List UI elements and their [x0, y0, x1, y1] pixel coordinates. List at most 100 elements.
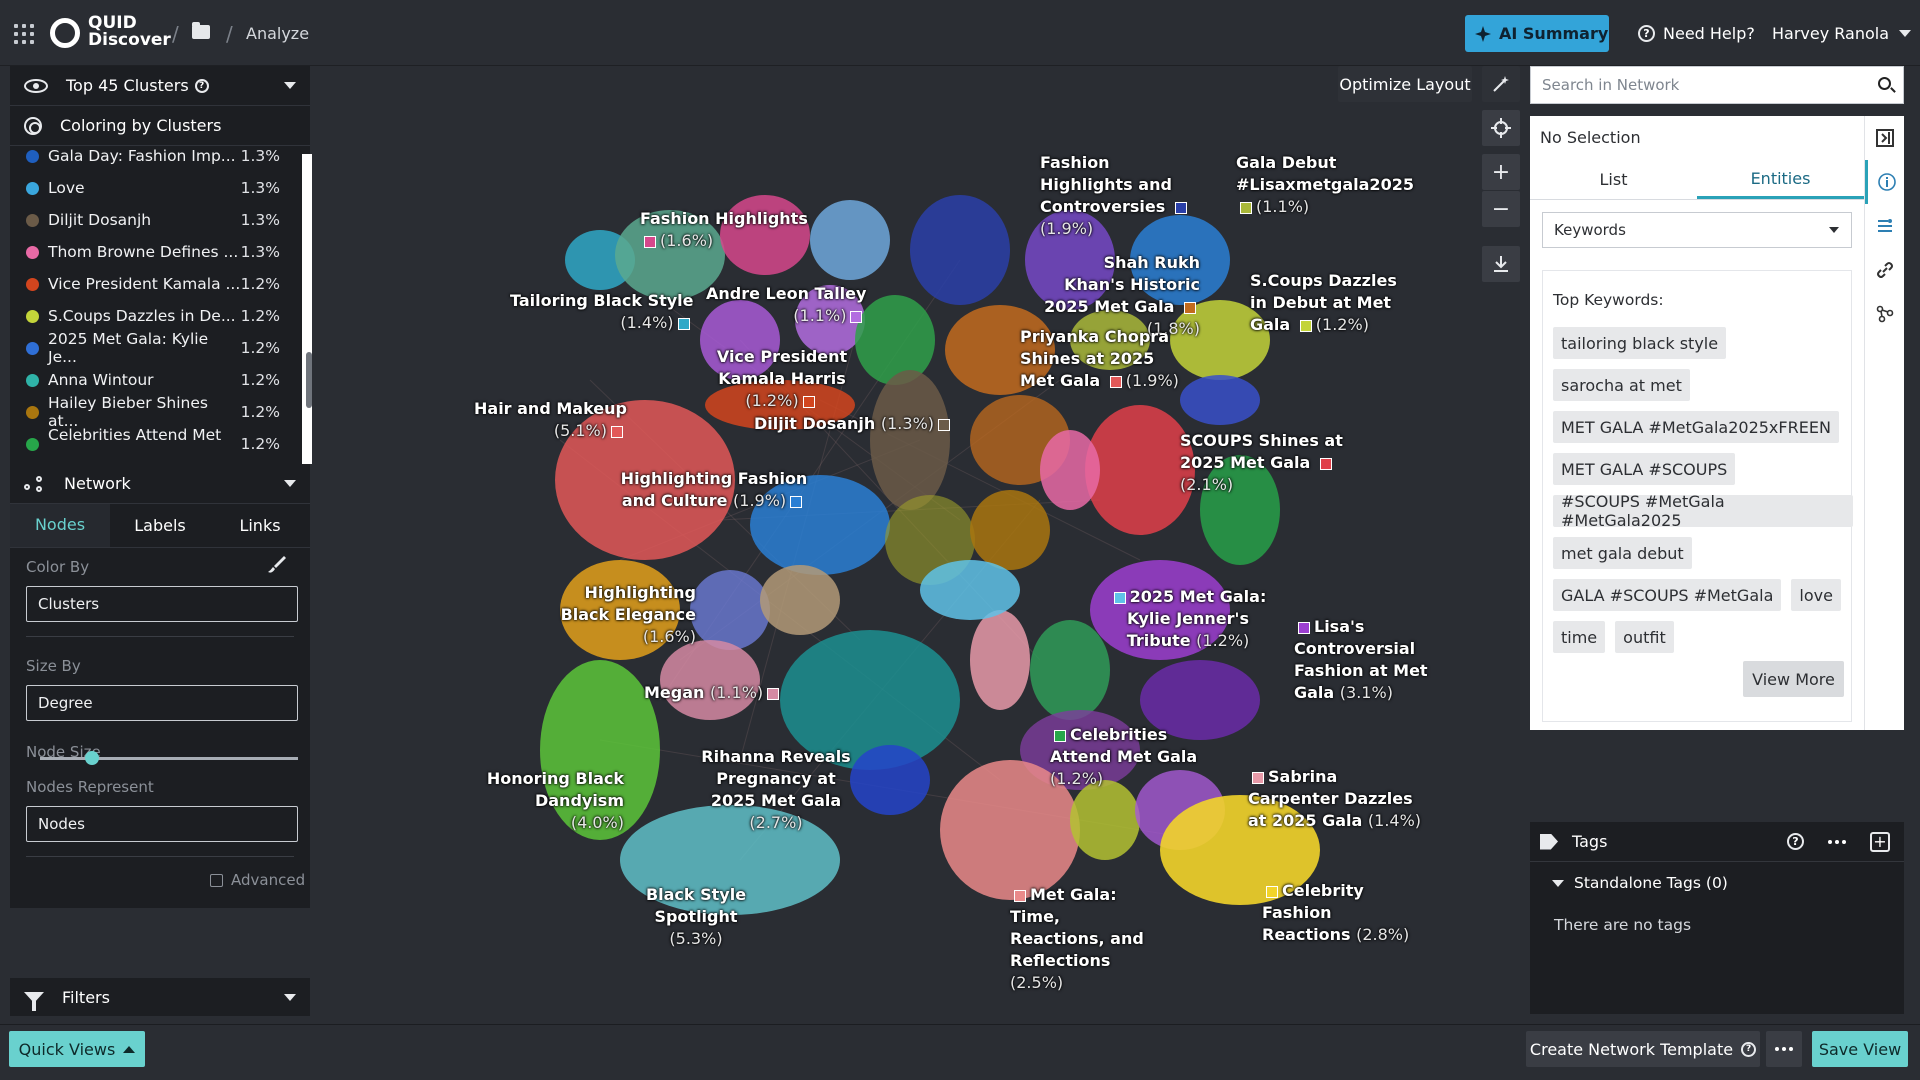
link-icon[interactable]: [1865, 248, 1905, 292]
size-by-field[interactable]: Degree: [26, 685, 298, 721]
slider-handle[interactable]: [84, 751, 99, 765]
more-options-icon[interactable]: [1828, 839, 1846, 844]
cluster-label[interactable]: Diljit Dosanjh (1.3%): [754, 413, 954, 435]
network-tools-icon[interactable]: [1865, 292, 1905, 336]
keyword-type-select[interactable]: Keywords: [1542, 212, 1852, 248]
help-icon[interactable]: ?: [1787, 833, 1804, 850]
list-settings-icon[interactable]: [1865, 204, 1905, 248]
zoom-in-button[interactable]: +: [1482, 154, 1520, 190]
download-button[interactable]: [1482, 246, 1520, 282]
nodes-represent-field[interactable]: Nodes: [26, 806, 298, 842]
network-search-input[interactable]: Search in Network: [1530, 66, 1904, 104]
cluster-label[interactable]: Shah Rukh Khan's Historic 2025 Met Gala …: [1040, 252, 1200, 340]
cluster-label[interactable]: Celebrity Fashion Reactions (2.8%): [1262, 880, 1422, 946]
cluster-blob: [1040, 430, 1100, 510]
list-item[interactable]: Hailey Bieber Shines at... 1.2%: [10, 394, 310, 430]
list-item[interactable]: Celebrities Attend Met ... 1.2%: [10, 426, 310, 454]
create-network-template-button[interactable]: Create Network Template ?: [1526, 1031, 1760, 1067]
recenter-button[interactable]: [1482, 110, 1520, 146]
cluster-label[interactable]: Celebrities Attend Met Gala (1.2%): [1050, 724, 1210, 790]
tab-entities[interactable]: Entities: [1697, 160, 1864, 199]
cluster-label[interactable]: Fashion Highlights (1.6%): [640, 208, 808, 252]
network-graph[interactable]: [440, 140, 1340, 960]
list-item[interactable]: Thom Browne Defines ... 1.3%: [10, 236, 310, 268]
cluster-list-scrollbar[interactable]: [302, 154, 312, 464]
cluster-label[interactable]: Fashion Highlights and Controversies (1.…: [1040, 152, 1200, 240]
more-options-button[interactable]: [1766, 1031, 1802, 1067]
view-more-button[interactable]: View More: [1743, 661, 1844, 697]
filters-panel[interactable]: Filters: [10, 978, 310, 1016]
eye-icon[interactable]: [24, 78, 48, 93]
filters-dropdown[interactable]: Filters: [10, 978, 310, 1016]
help-icon[interactable]: ?: [194, 78, 209, 93]
chevron-down-icon: [1552, 879, 1564, 887]
cluster-swatch: [1319, 457, 1332, 470]
advanced-toggle[interactable]: Advanced: [210, 871, 305, 889]
cluster-label[interactable]: Met Gala: Time, Reactions, and Reflectio…: [1010, 884, 1160, 994]
keyword-chip[interactable]: time: [1553, 621, 1606, 653]
standalone-tags-toggle[interactable]: Standalone Tags (0): [1530, 862, 1904, 892]
keyword-chip[interactable]: sarocha at met: [1553, 369, 1690, 401]
collapse-panel-icon[interactable]: [1865, 116, 1905, 160]
keyword-chip[interactable]: love: [1791, 579, 1841, 611]
cluster-label[interactable]: Black Style Spotlight (5.3%): [606, 884, 786, 950]
folder-icon[interactable]: [192, 22, 210, 39]
list-item[interactable]: S.Coups Dazzles in De... 1.2%: [10, 300, 310, 332]
list-item[interactable]: Gala Day: Fashion Imp... 1.3%: [10, 146, 310, 172]
info-icon[interactable]: [1865, 160, 1905, 204]
node-size-slider[interactable]: [40, 757, 298, 760]
tab-list[interactable]: List: [1599, 170, 1628, 189]
cluster-label[interactable]: 2025 Met Gala: Kylie Jenner's Tribute (1…: [1108, 586, 1268, 652]
scrollbar-thumb[interactable]: [306, 352, 312, 408]
list-item[interactable]: Vice President Kamala ... 1.2%: [10, 268, 310, 300]
save-view-button[interactable]: Save View: [1812, 1031, 1908, 1067]
network-dropdown[interactable]: Network: [10, 464, 310, 504]
list-item[interactable]: 2025 Met Gala: Kylie Je... 1.2%: [10, 330, 310, 366]
optimize-layout-icon[interactable]: [1482, 66, 1520, 102]
cluster-label[interactable]: Highlighting Fashion and Culture (1.9%): [614, 468, 814, 512]
keyword-chip[interactable]: MET GALA #SCOUPS: [1553, 453, 1736, 485]
app-logo-text[interactable]: QUID Discover: [88, 15, 171, 49]
user-menu[interactable]: Harvey Ranola: [1772, 24, 1912, 43]
brush-icon[interactable]: [266, 554, 286, 574]
cluster-name: Celebrities Attend Met ...: [48, 426, 222, 454]
cluster-label[interactable]: Hair and Makeup (5.1%): [474, 398, 627, 442]
cluster-label[interactable]: Gala Debut #Lisaxmetgala2025 (1.1%): [1236, 152, 1414, 218]
search-icon[interactable]: [1878, 77, 1891, 90]
cluster-label[interactable]: Priyanka Chopra Shines at 2025 Met Gala …: [1020, 326, 1190, 392]
list-item[interactable]: Anna Wintour 1.2%: [10, 364, 310, 396]
clusters-dropdown[interactable]: Top 45 Clusters ?: [10, 66, 310, 106]
quick-views-button[interactable]: Quick Views: [9, 1031, 145, 1067]
list-item[interactable]: Diljit Dosanjh 1.3%: [10, 204, 310, 236]
cluster-label[interactable]: SCOUPS Shines at 2025 Met Gala (2.1%): [1180, 430, 1350, 496]
keyword-chip[interactable]: GALA #SCOUPS #MetGala: [1553, 579, 1782, 611]
cluster-label[interactable]: Honoring Black Dandyism (4.0%): [480, 768, 624, 834]
tab-labels[interactable]: Labels: [134, 516, 186, 535]
keyword-chip[interactable]: tailoring black style: [1553, 327, 1727, 359]
advanced-checkbox[interactable]: [210, 873, 223, 887]
ai-summary-button[interactable]: AI Summary: [1465, 15, 1609, 52]
optimize-layout-button[interactable]: Optimize Layout: [1338, 66, 1472, 102]
cluster-label[interactable]: Megan (1.1%): [644, 682, 783, 704]
cluster-label[interactable]: Rihanna Reveals Pregnancy at 2025 Met Ga…: [698, 746, 854, 834]
zoom-out-button[interactable]: −: [1482, 191, 1520, 227]
list-item[interactable]: Love 1.3%: [10, 172, 310, 204]
cluster-label[interactable]: Andre Leon Talley (1.1%): [706, 283, 866, 327]
tab-links[interactable]: Links: [239, 516, 281, 535]
cluster-label[interactable]: S.Coups Dazzles in Debut at Met Gala (1.…: [1250, 270, 1410, 336]
cluster-label[interactable]: Highlighting Black Elegance (1.6%): [536, 582, 696, 648]
keyword-chip[interactable]: MET GALA #MetGala2025xFREEN: [1553, 411, 1839, 443]
tab-nodes[interactable]: Nodes: [10, 504, 110, 547]
more-options-icon: [1775, 1047, 1793, 1051]
cluster-label[interactable]: Sabrina Carpenter Dazzles at 2025 Gala (…: [1248, 766, 1428, 832]
cluster-label[interactable]: Vice President Kamala Harris (1.2%): [694, 346, 870, 412]
need-help-link[interactable]: ? Need Help?: [1638, 24, 1755, 43]
cluster-label[interactable]: Lisa's Controversial Fashion at Met Gala…: [1294, 616, 1464, 704]
color-by-field[interactable]: Clusters: [26, 586, 298, 622]
app-grid-icon[interactable]: [14, 24, 34, 44]
keyword-chip[interactable]: #SCOUPS #MetGala #MetGala2025: [1553, 492, 1853, 530]
keyword-chip[interactable]: met gala debut: [1553, 537, 1692, 569]
keyword-chip[interactable]: outfit: [1615, 621, 1674, 653]
add-tag-icon[interactable]: +: [1870, 831, 1890, 852]
cluster-label[interactable]: Tailoring Black Style (1.4%): [510, 290, 694, 334]
